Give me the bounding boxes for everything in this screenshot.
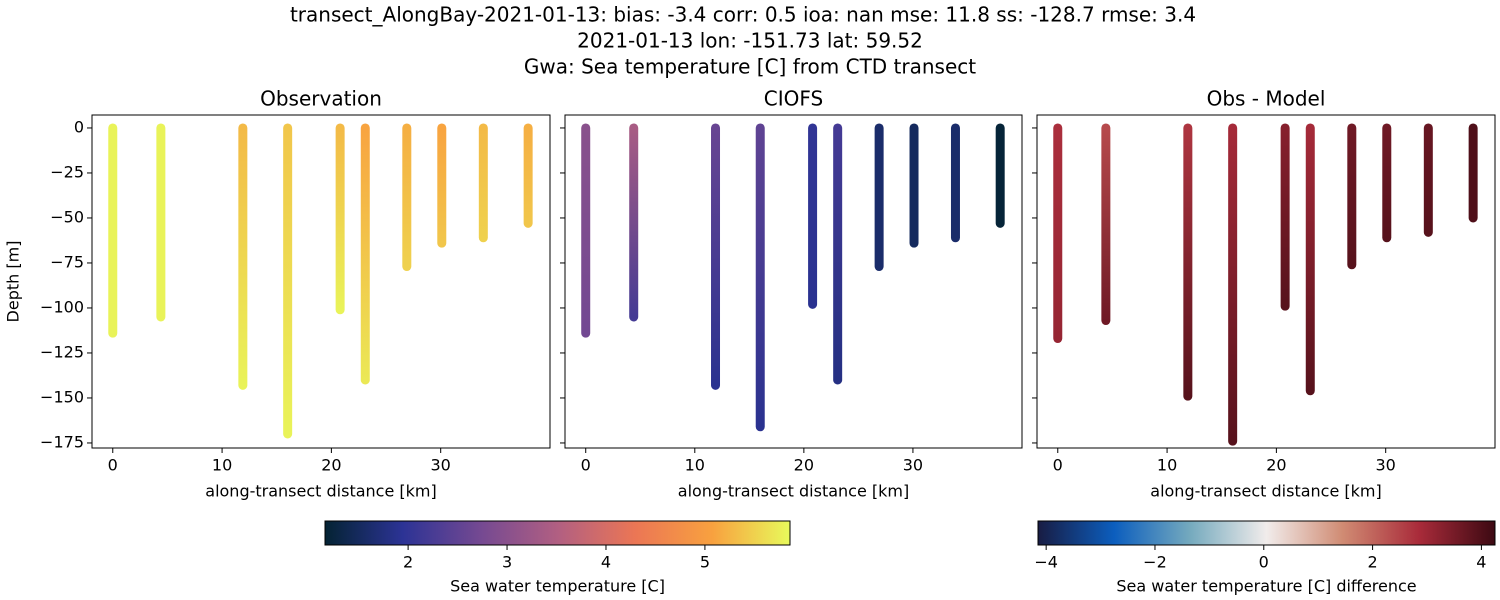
x-axis-label: along-transect distance [km] xyxy=(678,482,909,501)
colorbar-tick-label: 4 xyxy=(601,553,611,572)
suptitle: 2021-01-13 lon: -151.73 lat: 59.52 xyxy=(577,29,923,53)
x-tick-label: 20 xyxy=(321,456,341,475)
axes-frame xyxy=(91,114,551,449)
colorbar-tick-label: 4 xyxy=(1476,553,1486,572)
colorbar-label: Sea water temperature [C] xyxy=(450,577,665,596)
x-tick-label: 30 xyxy=(1376,456,1396,475)
colorbar-tick-label: 0 xyxy=(1259,553,1269,572)
x-tick-label: 10 xyxy=(685,456,705,475)
x-tick-label: 20 xyxy=(794,456,814,475)
y-tick-label: −100 xyxy=(40,297,84,316)
x-tick-label: 0 xyxy=(108,456,118,475)
x-tick-label: 30 xyxy=(903,456,923,475)
y-tick-label: 0 xyxy=(74,117,84,136)
x-tick-label: 30 xyxy=(431,456,451,475)
colorbar-tick-label: 5 xyxy=(700,553,710,572)
suptitle: Gwa: Sea temperature [C] from CTD transe… xyxy=(524,55,976,79)
panel-title: CIOFS xyxy=(764,87,823,111)
plot-area xyxy=(581,123,1005,432)
colorbar-tick-label: 3 xyxy=(502,553,512,572)
y-tick-label: −50 xyxy=(50,207,84,226)
y-tick-label: −25 xyxy=(50,162,84,181)
colorbar-tick-label: −4 xyxy=(1034,553,1058,572)
x-tick-label: 0 xyxy=(581,456,591,475)
colorbar-tick-label: 2 xyxy=(403,553,413,572)
x-tick-label: 10 xyxy=(1157,456,1177,475)
plot-area xyxy=(108,123,533,439)
x-axis-label: along-transect distance [km] xyxy=(205,482,436,501)
y-tick-label: −175 xyxy=(40,432,84,451)
y-tick-label: −125 xyxy=(40,342,84,361)
x-tick-label: 20 xyxy=(1266,456,1286,475)
x-tick-label: 0 xyxy=(1053,456,1063,475)
panel-title: Obs - Model xyxy=(1207,87,1326,111)
panel-title: Observation xyxy=(260,87,382,111)
x-axis-label: along-transect distance [km] xyxy=(1150,482,1381,501)
x-tick-label: 10 xyxy=(212,456,232,475)
colorbar-tick-label: −2 xyxy=(1143,553,1167,572)
plot-area xyxy=(1053,123,1478,446)
colorbar xyxy=(324,520,791,546)
axes-frame xyxy=(564,114,1023,449)
y-tick-label: −75 xyxy=(50,252,84,271)
colorbar xyxy=(1037,520,1496,546)
y-axis-label: Depth [m] xyxy=(4,241,23,323)
colorbar-label: Sea water temperature [C] difference xyxy=(1116,577,1416,596)
axes-frame xyxy=(1036,114,1496,449)
colorbar-tick-label: 2 xyxy=(1367,553,1377,572)
suptitle: transect_AlongBay-2021-01-13: bias: -3.4… xyxy=(290,3,1196,27)
y-tick-label: −150 xyxy=(40,387,84,406)
